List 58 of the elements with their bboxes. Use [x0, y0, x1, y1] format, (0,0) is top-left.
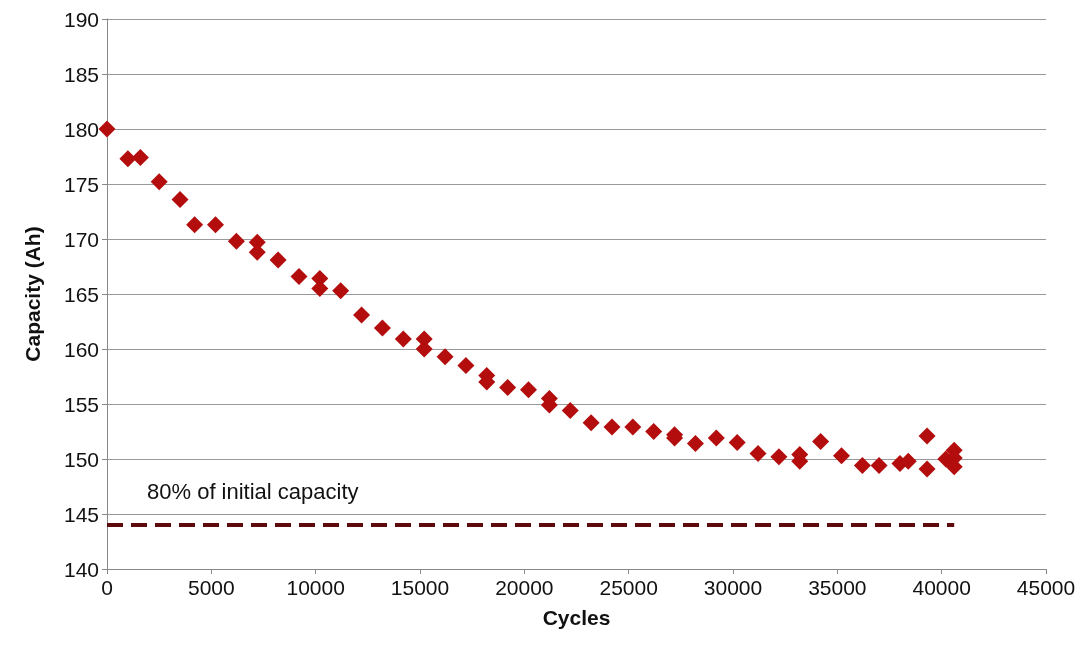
y-tick-label: 165 — [63, 282, 99, 306]
y-tick-label: 155 — [63, 392, 99, 416]
point — [457, 357, 475, 374]
series-label: 80% of initial capacity — [147, 478, 359, 504]
point — [150, 173, 168, 191]
x-tick-label: 45000 — [1016, 576, 1076, 599]
point — [227, 232, 245, 250]
point — [171, 190, 189, 208]
point — [332, 282, 350, 300]
x-tick-label: 35000 — [808, 576, 867, 599]
point — [582, 414, 600, 432]
x-tick-label: 15000 — [390, 576, 450, 599]
point — [353, 306, 371, 324]
point — [918, 460, 936, 478]
x-tick-label: 0 — [101, 576, 113, 599]
point — [499, 379, 517, 396]
point — [853, 457, 871, 475]
x-tick-label: 10000 — [286, 576, 345, 599]
point — [707, 429, 725, 447]
y-tick-label: 175 — [63, 172, 99, 196]
x-tick-label: 40000 — [912, 576, 971, 599]
point — [119, 150, 137, 168]
point — [436, 348, 454, 366]
x-tick-label: 30000 — [703, 576, 763, 599]
point — [624, 418, 642, 436]
y-axis-title: Capacity (Ah) — [21, 226, 44, 362]
point — [918, 427, 936, 445]
point — [812, 432, 830, 450]
point — [833, 447, 851, 465]
point — [770, 448, 788, 466]
point — [186, 216, 204, 234]
point — [749, 445, 767, 462]
point — [520, 381, 538, 399]
y-tick-label: 140 — [63, 557, 99, 581]
point — [394, 330, 412, 348]
point — [131, 149, 149, 167]
y-tick-label: 170 — [63, 227, 99, 251]
point — [373, 319, 391, 337]
y-tick-label: 160 — [63, 337, 99, 361]
point — [98, 120, 116, 138]
x-tick-label: 25000 — [599, 576, 658, 599]
point — [561, 402, 579, 420]
x-axis-title: Cycles — [542, 606, 611, 629]
point — [645, 423, 663, 440]
point — [686, 435, 704, 453]
y-tick-label: 150 — [63, 447, 99, 471]
point — [269, 251, 287, 269]
point — [290, 267, 308, 285]
y-tick-label: 185 — [63, 62, 99, 86]
point — [207, 216, 225, 234]
point — [728, 434, 746, 451]
x-tick-label: 5000 — [187, 576, 235, 599]
point — [870, 457, 888, 475]
point — [603, 418, 621, 436]
y-tick-label: 190 — [63, 7, 99, 31]
x-tick-label: 20000 — [495, 576, 554, 599]
y-tick-label: 180 — [63, 117, 99, 141]
y-tick-label: 145 — [63, 502, 99, 526]
